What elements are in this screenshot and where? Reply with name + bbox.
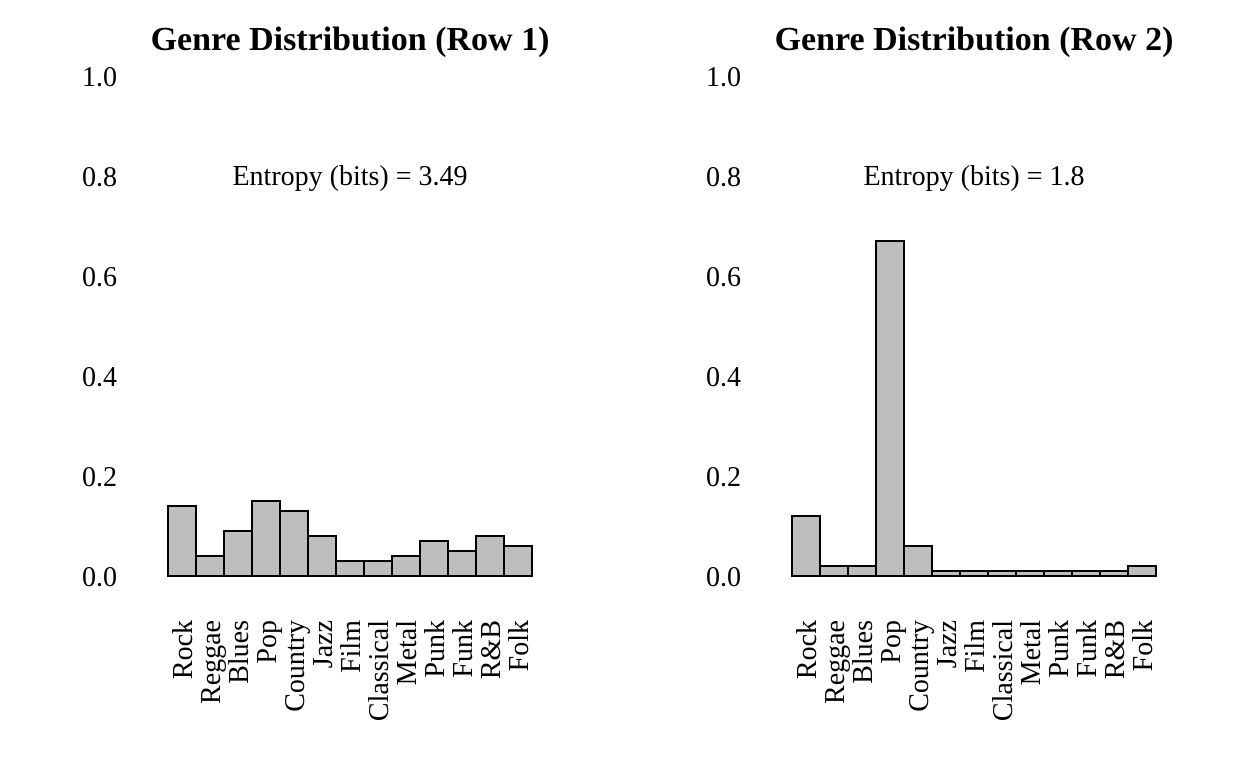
- y-tick-label: 0.2: [82, 462, 117, 493]
- x-category-label: Punk: [1044, 620, 1075, 678]
- x-category-label: Film: [960, 620, 991, 673]
- bar-jazz: [931, 570, 961, 577]
- y-tick-label: 0.8: [82, 162, 117, 193]
- y-tick-label: 1.0: [706, 62, 741, 93]
- x-category-label: Funk: [448, 620, 479, 678]
- x-category-label: Country: [904, 620, 935, 712]
- x-category-label: Classical: [364, 620, 395, 721]
- y-tick-label: 0.8: [706, 162, 741, 193]
- bar-folk: [1127, 565, 1157, 577]
- bar-punk: [1043, 570, 1073, 577]
- bar-jazz: [307, 535, 337, 577]
- bar-punk: [419, 540, 449, 577]
- chart-panel-row-1: Genre Distribution (Row 1) Entropy (bits…: [82, 21, 549, 721]
- x-category-label: Country: [280, 620, 311, 712]
- y-tick-label: 0.6: [706, 262, 741, 293]
- bar-pop: [875, 240, 905, 577]
- x-category-label: Reggae: [820, 620, 851, 704]
- bar-pop: [251, 500, 281, 577]
- bar-r-b: [1099, 570, 1129, 577]
- bar-country: [279, 510, 309, 577]
- x-category-label: Pop: [252, 620, 283, 664]
- x-category-label: Pop: [876, 620, 907, 664]
- bar-rock: [167, 505, 197, 577]
- chart-title: Genre Distribution (Row 2): [775, 21, 1174, 58]
- x-category-label: Blues: [848, 620, 879, 684]
- x-axis-category-labels: RockReggaeBluesPopCountryJazzFilmClassic…: [168, 620, 535, 721]
- bar-film: [335, 560, 365, 577]
- x-category-label: Blues: [224, 620, 255, 684]
- x-category-label: R&B: [1100, 620, 1131, 679]
- bar-metal: [1015, 570, 1045, 577]
- x-category-label: Jazz: [932, 620, 963, 668]
- y-tick-label: 0.0: [706, 562, 741, 593]
- x-axis-category-labels: RockReggaeBluesPopCountryJazzFilmClassic…: [792, 620, 1159, 721]
- bar-reggae: [819, 565, 849, 577]
- y-axis-tick-labels: 0.0 0.2 0.4 0.6 0.8 1.0: [706, 62, 741, 593]
- bar-metal: [391, 555, 421, 577]
- y-tick-label: 0.4: [82, 362, 117, 393]
- x-category-label: Reggae: [196, 620, 227, 704]
- x-category-label: Rock: [792, 620, 823, 679]
- bar-rock: [791, 515, 821, 577]
- x-category-label: Folk: [1128, 620, 1159, 671]
- bar-funk: [447, 550, 477, 577]
- x-category-label: R&B: [476, 620, 507, 679]
- bar-r-b: [475, 535, 505, 577]
- y-tick-label: 1.0: [82, 62, 117, 93]
- entropy-annotation: Entropy (bits) = 1.8: [863, 161, 1084, 192]
- chart-title: Genre Distribution (Row 1): [151, 21, 550, 58]
- bar-folk: [503, 545, 533, 577]
- bar-country: [903, 545, 933, 577]
- entropy-annotation: Entropy (bits) = 3.49: [232, 161, 467, 192]
- bar-funk: [1071, 570, 1101, 577]
- bar-series: [167, 500, 533, 577]
- x-category-label: Jazz: [308, 620, 339, 668]
- y-tick-label: 0.0: [82, 562, 117, 593]
- x-category-label: Punk: [420, 620, 451, 678]
- bar-classical: [987, 570, 1017, 577]
- x-category-label: Metal: [1016, 620, 1047, 686]
- bar-film: [959, 570, 989, 577]
- x-category-label: Funk: [1072, 620, 1103, 678]
- x-category-label: Metal: [392, 620, 423, 686]
- y-axis-tick-labels: 0.0 0.2 0.4 0.6 0.8 1.0: [82, 62, 117, 593]
- chart-panel-row-2: Genre Distribution (Row 2) Entropy (bits…: [706, 21, 1173, 721]
- y-tick-label: 0.2: [706, 462, 741, 493]
- y-tick-label: 0.4: [706, 362, 741, 393]
- x-category-label: Rock: [168, 620, 199, 679]
- x-category-label: Folk: [504, 620, 535, 671]
- bar-blues: [847, 565, 877, 577]
- bar-series: [791, 240, 1157, 577]
- x-category-label: Film: [336, 620, 367, 673]
- y-tick-label: 0.6: [82, 262, 117, 293]
- bar-blues: [223, 530, 253, 577]
- bar-reggae: [195, 555, 225, 577]
- x-category-label: Classical: [988, 620, 1019, 721]
- bar-classical: [363, 560, 393, 577]
